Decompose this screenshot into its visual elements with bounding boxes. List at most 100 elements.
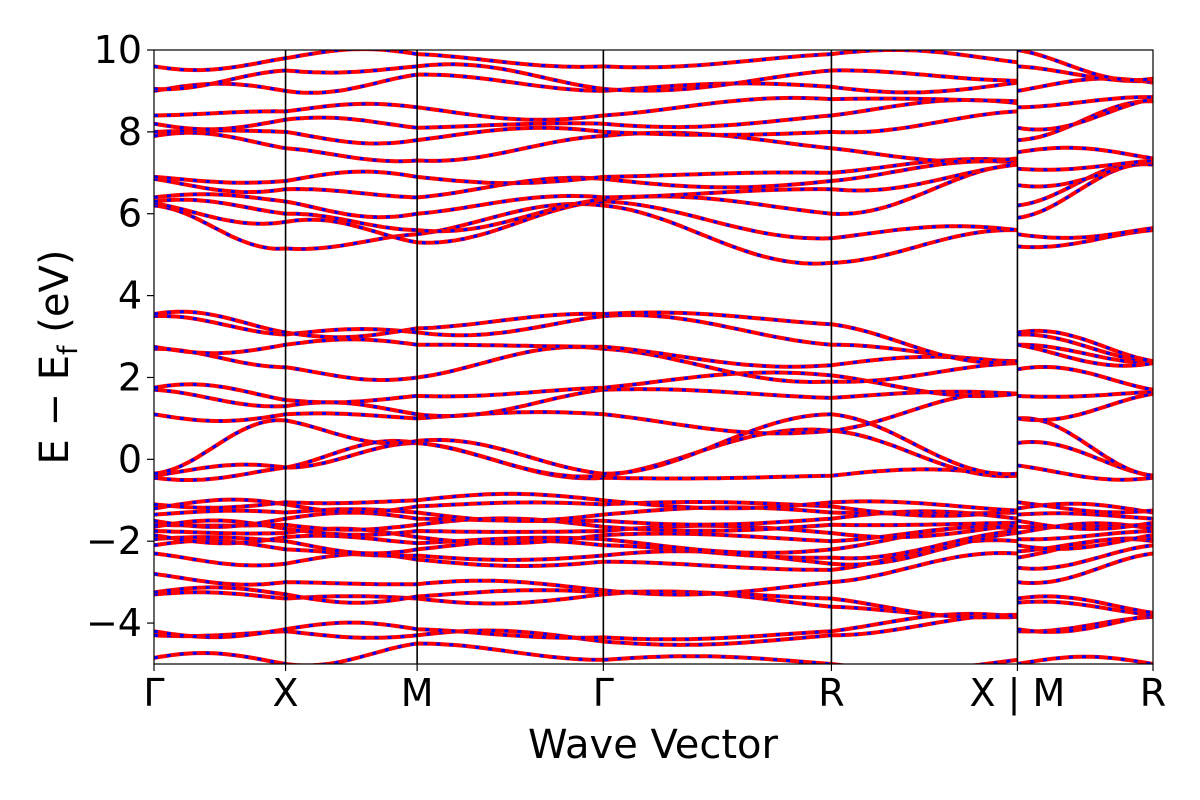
band-line-method-a bbox=[154, 62, 1018, 93]
band-line-method-b bbox=[1017, 343, 1153, 365]
x-tick-label: R bbox=[1140, 671, 1166, 715]
band-line-method-b bbox=[1017, 146, 1153, 160]
band-line-method-a bbox=[154, 391, 1018, 436]
x-tick-label: M bbox=[401, 671, 434, 715]
band-line-method-a bbox=[154, 531, 1018, 567]
band-line-method-a bbox=[154, 641, 1018, 664]
y-tick-label: 8 bbox=[118, 110, 142, 154]
band-line-method-b bbox=[1017, 523, 1153, 529]
y-tick-label: 6 bbox=[118, 192, 142, 236]
band-line-method-a bbox=[154, 589, 1018, 620]
band-line-method-a bbox=[154, 98, 1018, 132]
band-line-method-b bbox=[1017, 95, 1153, 109]
band-line-method-b bbox=[1017, 329, 1153, 363]
x-tick-label: X | M bbox=[970, 671, 1066, 716]
band-line-method-a bbox=[154, 427, 1018, 479]
band-line-method-a bbox=[154, 585, 1018, 620]
plot-frame bbox=[153, 49, 1154, 665]
band-line-method-b bbox=[1017, 521, 1153, 535]
band-line-method-b bbox=[1017, 162, 1153, 220]
band-line-method-a bbox=[154, 525, 1018, 555]
y-tick-label: −2 bbox=[86, 519, 142, 563]
band-line-method-b bbox=[1017, 392, 1153, 422]
band-line-method-a bbox=[154, 130, 1018, 164]
band-line-method-b bbox=[154, 612, 1018, 641]
band-line-method-b bbox=[1017, 500, 1153, 514]
band-line-method-b bbox=[1017, 613, 1153, 634]
band-line-method-a bbox=[1017, 551, 1153, 585]
y-tick-label: 2 bbox=[118, 355, 142, 399]
y-tick-label: −4 bbox=[86, 601, 142, 645]
band-line-method-b bbox=[1017, 390, 1153, 399]
band-line-method-a bbox=[154, 611, 1018, 642]
y-tick-label: 4 bbox=[118, 274, 142, 318]
band-line-method-a bbox=[154, 162, 1018, 220]
band-line-method-b bbox=[1017, 615, 1153, 634]
band-line-method-a bbox=[154, 199, 1018, 245]
band-line-method-b bbox=[1017, 464, 1153, 482]
band-line-method-b bbox=[1017, 529, 1153, 541]
band-line-method-b bbox=[1017, 537, 1153, 553]
x-tick-label: Γ bbox=[593, 671, 614, 715]
band-line-method-a bbox=[154, 516, 1018, 533]
band-line-method-a bbox=[154, 497, 1018, 518]
band-line-method-b bbox=[154, 439, 1018, 482]
band-line-method-b bbox=[1017, 226, 1153, 240]
y-axis-label-unit-text: (eV) bbox=[32, 250, 78, 333]
band-line-method-a bbox=[154, 524, 1018, 546]
band-line-method-a bbox=[154, 550, 1018, 597]
band-line-method-b bbox=[1017, 511, 1153, 521]
band-line-method-b bbox=[154, 202, 1018, 266]
y-tick-label: 10 bbox=[94, 28, 142, 72]
x-axis-ticks: Γ X M Γ R X | M R bbox=[143, 664, 1166, 716]
y-axis-label-subscript: f bbox=[53, 344, 84, 355]
high-symmetry-lines bbox=[284, 50, 1019, 664]
band-line-method-b bbox=[1017, 97, 1153, 131]
band-line-method-a bbox=[154, 72, 1018, 95]
band-line-method-a bbox=[154, 505, 1018, 523]
y-axis-label-unit bbox=[32, 333, 78, 346]
band-line-method-b bbox=[1017, 64, 1153, 83]
band-line-method-b bbox=[1017, 543, 1153, 571]
y-tick-label: 0 bbox=[118, 437, 142, 481]
band-line-method-b bbox=[1017, 76, 1153, 93]
band-line-method-a bbox=[154, 95, 1018, 122]
band-line-method-b bbox=[1017, 159, 1153, 172]
y-axis-label-main: E − E bbox=[32, 355, 78, 465]
band-line-method-b bbox=[154, 641, 1018, 664]
band-line-method-a bbox=[1017, 162, 1153, 220]
band-line-method-b bbox=[1017, 228, 1153, 249]
band-line-method-a bbox=[154, 491, 1018, 513]
band-line-method-b bbox=[1017, 533, 1153, 551]
band-line-method-b bbox=[1017, 50, 1153, 82]
band-line-method-a bbox=[1017, 342, 1153, 368]
x-axis-label: Wave Vector bbox=[528, 722, 779, 768]
x-tick-label: R bbox=[818, 671, 844, 715]
band-line-method-a bbox=[154, 337, 1018, 369]
band-line-method-b bbox=[1017, 655, 1153, 664]
band-line-method-b bbox=[154, 163, 1018, 233]
band-line-method-a bbox=[154, 345, 1018, 385]
band-line-method-a bbox=[154, 438, 1018, 482]
band-line-method-a bbox=[154, 412, 1018, 477]
band-line-method-b bbox=[1017, 365, 1153, 392]
band-line-method-b bbox=[1017, 519, 1153, 531]
band-line-method-a bbox=[154, 370, 1018, 405]
band-line-method-a bbox=[154, 309, 1018, 365]
band-line-method-b bbox=[1017, 159, 1153, 188]
x-tick-label: X bbox=[273, 671, 299, 715]
band-lines bbox=[154, 50, 1153, 664]
x-tick-label: Γ bbox=[143, 671, 164, 715]
band-line-method-a bbox=[154, 387, 1018, 418]
band-line-method-b bbox=[154, 345, 1018, 384]
band-line-method-a bbox=[154, 313, 1018, 364]
y-axis-label: E − Ef (eV) bbox=[32, 250, 84, 465]
y-axis-ticks: −4 −2 0 2 4 6 8 10 bbox=[86, 28, 154, 645]
band-line-method-a bbox=[154, 109, 1018, 146]
band-line-method-a bbox=[154, 157, 1018, 186]
band-line-method-a bbox=[154, 50, 1018, 73]
band-line-method-b bbox=[1017, 502, 1153, 514]
band-line-method-b bbox=[1017, 600, 1153, 617]
band-line-method-b bbox=[1017, 594, 1153, 615]
